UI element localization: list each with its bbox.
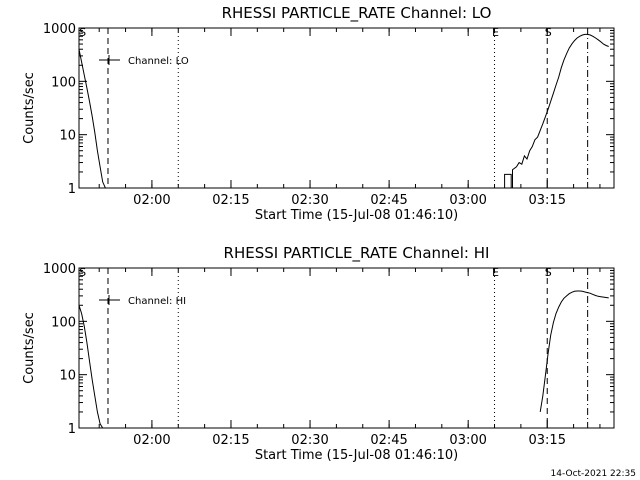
marker-label: S — [79, 26, 86, 39]
marker-label: E — [492, 266, 499, 279]
x-tick-label: 02:15 — [212, 433, 249, 448]
timestamp-label: 14-Oct-2021 22:35 — [551, 469, 636, 479]
y-tick-label: 1 — [68, 182, 76, 197]
series-line — [79, 49, 106, 188]
legend-entry: Channel: HI — [128, 296, 186, 307]
chart-title: RHESSI PARTICLE_RATE Channel: LO — [222, 4, 492, 23]
x-axis-label: Start Time (15-Jul-08 01:46:10) — [255, 448, 458, 463]
hi-channel-panel: RHESSI PARTICLE_RATE Channel: HI 02:00 02:… — [22, 244, 615, 463]
x-tick-label: 03:15 — [529, 433, 566, 448]
x-axis-label: Start Time (15-Jul-08 01:46:10) — [255, 208, 458, 223]
legend-entry: Channel: LO — [128, 56, 189, 67]
y-tick-label: 100 — [51, 75, 76, 90]
series-line — [539, 290, 609, 412]
x-tick-label: 03:00 — [449, 433, 486, 448]
marker-label: S — [79, 266, 86, 279]
y-tick-label: 1000 — [43, 262, 76, 277]
y-tick-label: 1000 — [43, 22, 76, 37]
series-line — [503, 33, 609, 188]
marker-label: E — [492, 26, 499, 39]
y-axis-label: Counts/sec — [22, 312, 37, 384]
x-tick-label: 02:00 — [133, 193, 170, 208]
x-tick-label: 03:00 — [449, 193, 486, 208]
chart-title: RHESSI PARTICLE_RATE Channel: HI — [224, 244, 490, 263]
y-axis-label: Counts/sec — [22, 72, 37, 144]
marker-label: S — [545, 266, 552, 279]
plot-frame — [78, 27, 615, 189]
y-tick-label: 10 — [59, 369, 76, 384]
x-tick-label: 02:00 — [133, 433, 170, 448]
x-tick-label: 02:45 — [370, 433, 407, 448]
x-tick-label: 02:45 — [370, 193, 407, 208]
lo-channel-panel: RHESSI PARTICLE_RATE Channel: LO 02:00 02:… — [22, 4, 615, 223]
marker-label: S — [545, 26, 552, 39]
x-tick-label: 02:30 — [291, 193, 328, 208]
y-tick-label: 1 — [68, 422, 76, 437]
x-tick-label: 03:15 — [529, 193, 566, 208]
x-tick-label: 02:30 — [291, 433, 328, 448]
plot-frame — [78, 267, 615, 429]
y-tick-label: 10 — [59, 129, 76, 144]
series-line — [79, 305, 104, 428]
x-tick-label: 02:15 — [212, 193, 249, 208]
y-tick-label: 100 — [51, 315, 76, 330]
